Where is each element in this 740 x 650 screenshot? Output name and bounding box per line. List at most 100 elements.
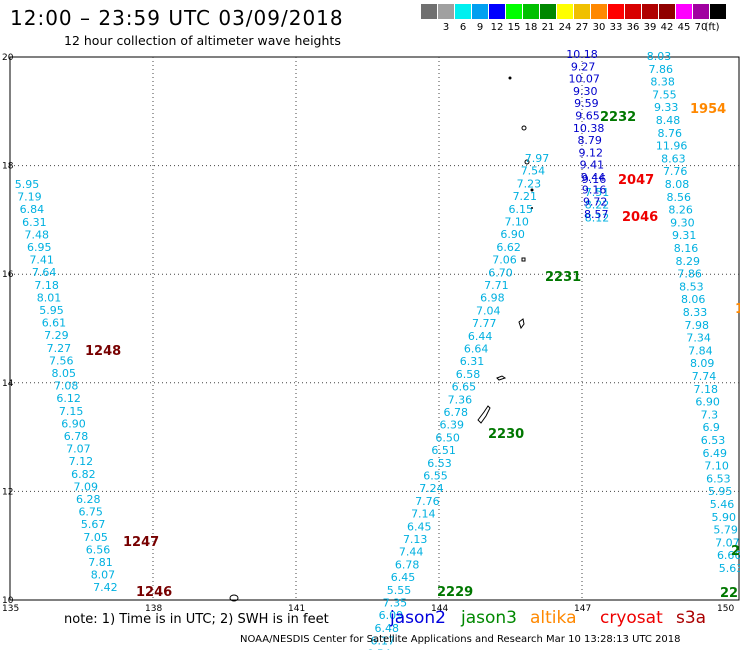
wave-height-value: 7.12 bbox=[69, 455, 94, 468]
island-dot-1 bbox=[508, 76, 512, 80]
scale-label: 15 bbox=[507, 22, 521, 33]
wave-height-value: 7.23 bbox=[517, 177, 542, 190]
wave-height-value: 9.44 bbox=[581, 171, 606, 184]
wave-height-value: 5.79 bbox=[713, 524, 738, 537]
wave-height-value: 7.42 bbox=[93, 581, 118, 594]
wave-height-value: 7.10 bbox=[704, 460, 729, 473]
wave-height-value: 9.30 bbox=[573, 85, 598, 98]
track-2047b: 7.518.228.12 bbox=[585, 186, 610, 224]
wave-height-value: 7.3 bbox=[701, 408, 719, 421]
wave-height-value: 9.27 bbox=[571, 60, 596, 73]
wave-height-value: 6.39 bbox=[439, 419, 464, 432]
wave-height-value: 6.53 bbox=[706, 472, 731, 485]
wave-height-value: 7.27 bbox=[47, 342, 72, 355]
wave-height-value: 5.46 bbox=[710, 498, 735, 511]
wave-height-value: 7.06 bbox=[492, 254, 517, 267]
wave-height-value: 9.31 bbox=[672, 229, 697, 242]
wave-height-value: 5.95 bbox=[15, 178, 40, 191]
wave-height-value: 6.98 bbox=[480, 292, 505, 305]
scale-label: 6 bbox=[459, 22, 467, 33]
scale-swatch bbox=[455, 4, 471, 19]
wave-height-value: 8.63 bbox=[661, 152, 686, 165]
wave-height-value: 7.10 bbox=[504, 216, 529, 229]
wave-height-value: 7.34 bbox=[686, 332, 711, 345]
wave-height-value: 7.13 bbox=[403, 533, 428, 546]
lat-tick-label: 10 bbox=[2, 596, 14, 606]
wave-height-value: 8.16 bbox=[674, 242, 699, 255]
wave-height-value: 6.90 bbox=[695, 396, 720, 409]
wave-height-value: 5.55 bbox=[387, 584, 412, 597]
wave-height-value: 6.84 bbox=[20, 203, 45, 216]
wave-height-value: 7.07 bbox=[66, 443, 91, 456]
scale-label: 3 bbox=[442, 22, 450, 33]
wave-height-value: 5.95 bbox=[39, 304, 64, 317]
track-2230: 7.977.547.237.216.157.106.906.627.066.70… bbox=[366, 152, 549, 650]
wave-height-value: 8.57 bbox=[584, 208, 609, 221]
wave-height-value: 7.71 bbox=[484, 279, 509, 292]
scale-label: 18 bbox=[524, 22, 538, 33]
chart-title: 12:00 – 23:59 UTC 03/09/2018 bbox=[10, 6, 344, 30]
map-grid bbox=[9, 56, 740, 601]
island-dot-2 bbox=[521, 125, 527, 131]
wave-height-value: 8.38 bbox=[650, 76, 675, 89]
wave-height-value: 8.03 bbox=[647, 50, 672, 63]
wave-height-value: 7.36 bbox=[448, 393, 473, 406]
wave-height-value: 6.70 bbox=[488, 266, 513, 279]
wave-height-value: 11.96 bbox=[656, 140, 688, 153]
lat-tick-label: 20 bbox=[2, 53, 14, 63]
footer-credit: NOAA/NESDIS Center for Satellite Applica… bbox=[240, 634, 681, 645]
wave-height-value: 8.33 bbox=[683, 306, 708, 319]
wave-height-value: 6.51 bbox=[431, 444, 456, 457]
wave-height-value: 6.61 bbox=[42, 317, 67, 330]
wave-height-value: 6.62 bbox=[496, 241, 521, 254]
wave-height-value: 7.55 bbox=[652, 88, 677, 101]
satellite-cryosat: cryosat bbox=[600, 608, 663, 628]
wave-height-value: 6.90 bbox=[61, 417, 86, 430]
island-dot-5 bbox=[531, 207, 533, 209]
wave-height-value: 6.53 bbox=[701, 434, 726, 447]
scale-swatch bbox=[489, 4, 505, 19]
track-1248: 5.957.196.846.317.486.957.417.647.188.01… bbox=[15, 178, 118, 594]
wave-height-value: 7.86 bbox=[649, 63, 674, 76]
wave-height-value: 7.21 bbox=[513, 190, 538, 203]
scale-label: 9 bbox=[476, 22, 484, 33]
scale-swatch bbox=[438, 4, 454, 19]
scale-swatch bbox=[710, 4, 726, 19]
scale-label: 12 bbox=[490, 22, 504, 33]
wave-height-value: 6.78 bbox=[444, 406, 469, 419]
wave-height-value: 9.12 bbox=[579, 146, 604, 159]
pass-time-label: 1954 bbox=[690, 102, 726, 117]
wave-height-value: 8.01 bbox=[37, 291, 62, 304]
pass-time-label: 1246 bbox=[136, 585, 172, 600]
wave-height-value: 6.49 bbox=[703, 447, 728, 460]
wave-height-value: 10.38 bbox=[573, 122, 605, 135]
scale-swatch bbox=[676, 4, 692, 19]
wave-height-value: 6.48 bbox=[375, 622, 400, 635]
scale-swatch bbox=[642, 4, 658, 19]
wave-height-value: 6.45 bbox=[407, 520, 432, 533]
scale-swatch bbox=[693, 4, 709, 19]
lon-tick-label: 141 bbox=[288, 604, 305, 614]
wave-height-value: 6.55 bbox=[423, 470, 448, 483]
island-saipan bbox=[518, 318, 525, 330]
wave-height-value: 9.72 bbox=[583, 196, 608, 209]
wave-height-value: 8.22 bbox=[585, 199, 610, 212]
pass-time-label: 2046 bbox=[622, 210, 658, 225]
wave-height-value: 8.79 bbox=[577, 134, 602, 147]
wave-height-value: 7.44 bbox=[399, 546, 424, 559]
wave-height-value: 7.81 bbox=[88, 556, 113, 569]
island-dot-4 bbox=[530, 188, 534, 192]
wave-height-value: 8.56 bbox=[667, 191, 692, 204]
wave-height-value: 6.31 bbox=[22, 216, 47, 229]
wave-height-value: 9.65 bbox=[575, 110, 600, 123]
islands bbox=[229, 76, 534, 602]
track-upper: 10.189.2710.079.309.599.6510.388.799.129… bbox=[566, 48, 608, 221]
track-1954: 8.037.868.387.559.338.488.7611.968.637.7… bbox=[647, 50, 740, 575]
scale-label: 70 bbox=[694, 22, 708, 33]
scale-label: 33 bbox=[609, 22, 623, 33]
wave-height-value: 7.29 bbox=[44, 329, 69, 342]
wave-height-value: 7.19 bbox=[17, 191, 42, 204]
island-atoll bbox=[229, 594, 239, 602]
wave-height-value: 7.84 bbox=[688, 344, 713, 357]
